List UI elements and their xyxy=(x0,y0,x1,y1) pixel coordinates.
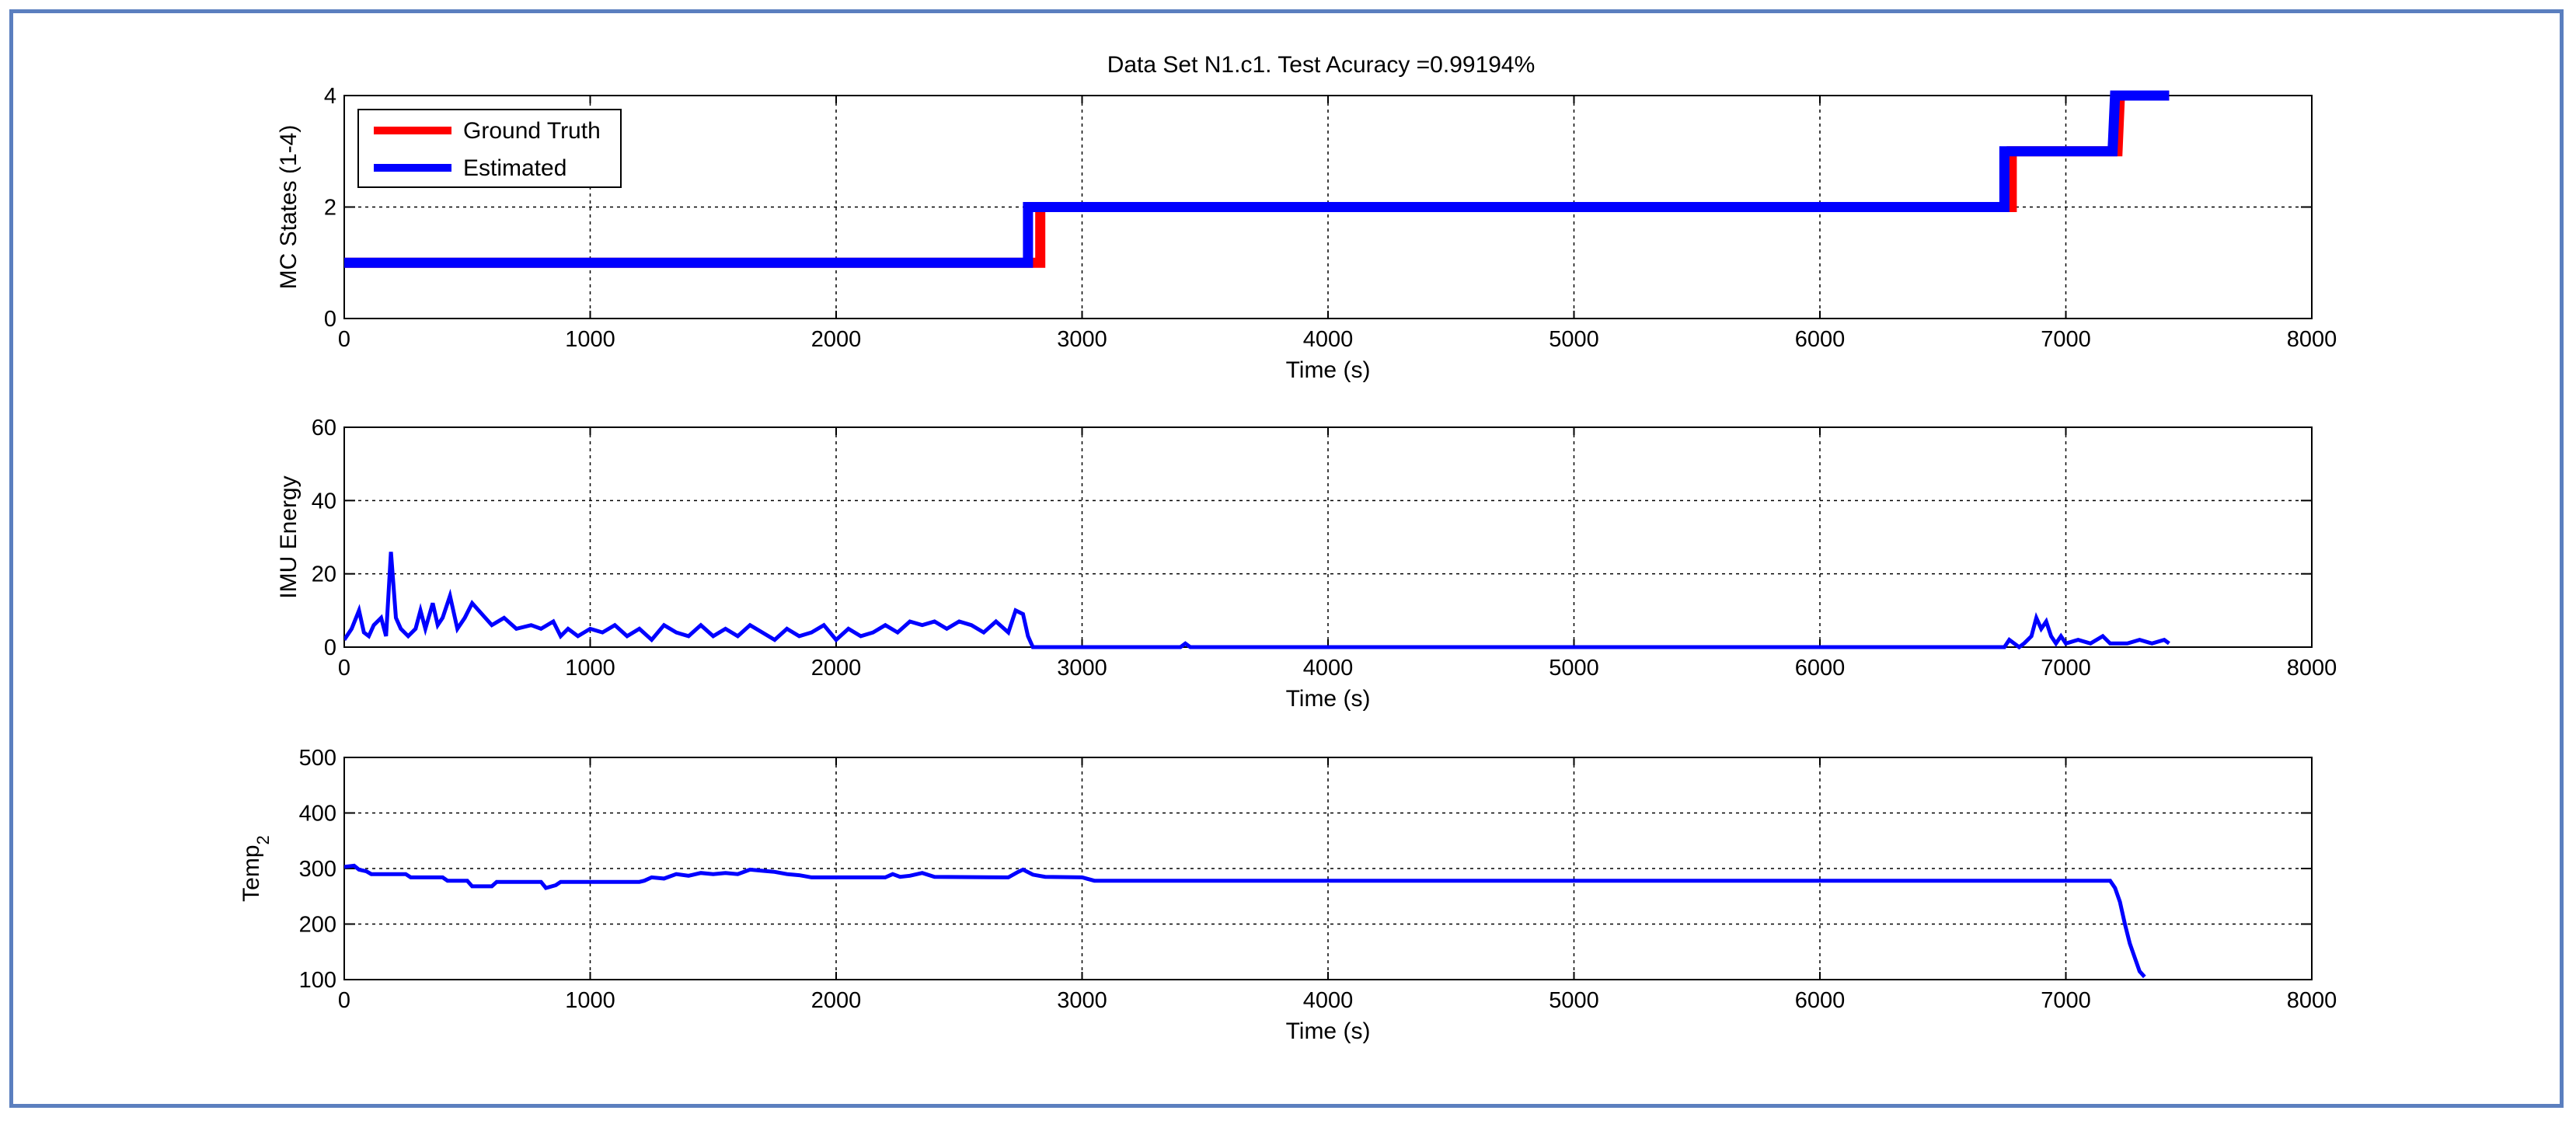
x-tick-label: 4000 xyxy=(1303,656,1354,681)
legend: Ground Truth Estimated xyxy=(357,109,622,188)
x-tick-label: 5000 xyxy=(1549,327,1599,352)
x-tick-label: 0 xyxy=(338,988,350,1013)
x-tick-label: 8000 xyxy=(2287,656,2337,681)
x-axis-label: Time (s) xyxy=(1286,686,1371,712)
x-tick-label: 6000 xyxy=(1795,988,1846,1013)
x-tick-label: 6000 xyxy=(1795,327,1846,352)
x-tick-label: 8000 xyxy=(2287,988,2337,1013)
x-tick-label: 3000 xyxy=(1057,656,1107,681)
series-line-1 xyxy=(344,552,2170,650)
x-axis-label: Time (s) xyxy=(1286,1018,1371,1044)
legend-label: Estimated xyxy=(463,155,566,181)
x-tick-label: 2000 xyxy=(811,656,862,681)
legend-label: Ground Truth xyxy=(463,118,601,144)
y-tick-label: 200 xyxy=(299,913,336,938)
x-tick-label: 7000 xyxy=(2041,988,2091,1013)
plot-3: 0 1000 2000 3000 4000 5000 6000 7000 8000 100 200 3… xyxy=(239,746,2337,1044)
y-axis-label: Temp2 xyxy=(239,835,273,902)
y-tick-label: 2 xyxy=(324,196,336,221)
x-tick-label: 5000 xyxy=(1549,988,1599,1013)
plot-2: 0 1000 2000 3000 4000 5000 6000 7000 8000 0 20 40 60… xyxy=(276,416,2337,712)
y-axis-label: IMU Energy xyxy=(276,475,302,598)
x-tick-label: 2000 xyxy=(811,327,862,352)
x-tick-label: 8000 xyxy=(2287,327,2337,352)
x-tick-label: 1000 xyxy=(565,327,615,352)
y-tick-label: 300 xyxy=(299,857,336,882)
legend-box xyxy=(357,109,622,188)
y-tick-label: 0 xyxy=(324,307,336,332)
x-tick-label: 7000 xyxy=(2041,656,2091,681)
y-tick-label: 20 xyxy=(312,562,336,587)
plot-1: 0 1000 2000 3000 4000 5000 6000 7000 8000 0 2 4 Time… xyxy=(276,84,2337,383)
y-tick-label: 0 xyxy=(324,635,336,660)
figure-title: Data Set N1.c1. Test Acuracy =0.99194% xyxy=(1107,52,1535,78)
x-tick-label: 0 xyxy=(338,327,350,352)
series-line-estimated xyxy=(344,90,2170,268)
y-tick-label: 100 xyxy=(299,968,336,993)
y-tick-label: 500 xyxy=(299,746,336,771)
x-tick-label: 2000 xyxy=(811,988,862,1013)
x-tick-label: 1000 xyxy=(565,988,615,1013)
x-tick-label: 7000 xyxy=(2041,327,2091,352)
y-axis-label: MC States (1-4) xyxy=(276,125,302,290)
figure-border xyxy=(9,9,2564,1108)
y-tick-label: 60 xyxy=(312,416,336,440)
axes-box xyxy=(343,426,2313,648)
series-line-1 xyxy=(344,863,2146,979)
x-tick-label: 6000 xyxy=(1795,656,1846,681)
x-tick-label: 4000 xyxy=(1303,327,1354,352)
x-tick-label: 4000 xyxy=(1303,988,1354,1013)
y-tick-label: 400 xyxy=(299,802,336,827)
x-tick-label: 0 xyxy=(338,656,350,681)
x-tick-label: 5000 xyxy=(1549,656,1599,681)
x-tick-label: 1000 xyxy=(565,656,615,681)
y-axis-label-subscript: 2 xyxy=(253,835,273,844)
y-tick-label: 4 xyxy=(324,84,336,109)
x-tick-label: 3000 xyxy=(1057,327,1107,352)
y-tick-label: 40 xyxy=(312,489,336,514)
x-tick-label: 3000 xyxy=(1057,988,1107,1013)
x-axis-label: Time (s) xyxy=(1286,357,1371,383)
